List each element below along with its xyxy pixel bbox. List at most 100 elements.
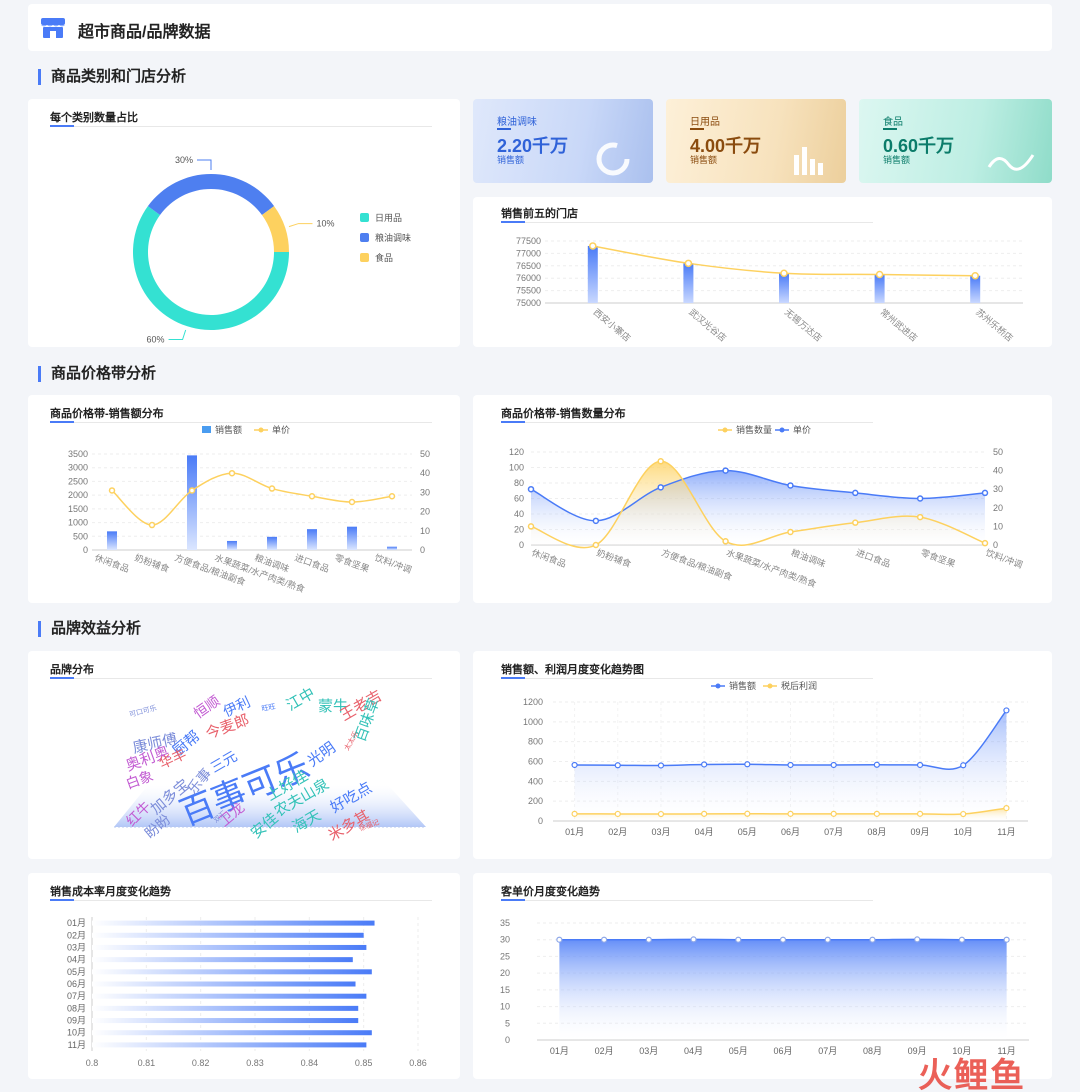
point <box>916 513 924 521</box>
y-tick-label: 100 <box>509 463 524 473</box>
area-fill <box>559 939 1007 1040</box>
price-qty-chart: 销售数量 单价 0 20 40 60 80 100 120 0 10 20 30 40 50 休闲食品 奶粉辅食… <box>509 424 1024 589</box>
bar <box>92 944 367 950</box>
point <box>388 492 396 500</box>
point <box>958 936 966 943</box>
kpi-label: 粮油调味 <box>497 117 537 128</box>
x-tick-label: 常州武进店 <box>878 306 920 343</box>
donut-label: 60% <box>147 334 165 344</box>
donut-label: 10% <box>316 219 334 229</box>
page-title: 超市商品/品牌数据 <box>78 24 211 41</box>
bar <box>92 1018 359 1024</box>
kpi-card-daily-goods[interactable]: 日用品 4.00千万 销售额 <box>666 99 846 183</box>
legend-item[interactable]: 食品 <box>360 251 411 264</box>
point <box>787 761 794 769</box>
card-title: 商品价格带-销售额分布 <box>50 408 164 420</box>
bar <box>587 245 598 303</box>
y-tick-label: 1200 <box>523 697 543 707</box>
point <box>869 936 876 943</box>
x-tick-label: 06月 <box>781 827 800 837</box>
y-tick-label: 11月 <box>68 1040 86 1050</box>
point <box>852 519 859 526</box>
store-icon <box>41 18 65 38</box>
legend-swatch <box>767 683 773 689</box>
y-tick-label: 01月 <box>67 918 86 928</box>
y2-tick-label: 20 <box>420 507 430 517</box>
legend-swatch <box>779 427 785 433</box>
legend-swatch <box>360 233 369 242</box>
point <box>701 810 708 817</box>
x-tick-label: 进口食品 <box>855 547 893 570</box>
bar <box>874 274 885 303</box>
bar <box>92 1030 372 1036</box>
y2-tick-label: 30 <box>420 487 430 497</box>
kpi-label: 日用品 <box>690 117 720 128</box>
x-tick-label: 04月 <box>695 827 714 837</box>
donut-label-line <box>288 223 313 228</box>
y-tick-label: 3500 <box>68 449 88 459</box>
point <box>589 242 597 250</box>
price-amount-chart: 销售额 单价 0 500 1000 1500 2000 2500 3000 3500 0 10 20 30… <box>68 424 430 594</box>
legend-item[interactable]: 粮油调味 <box>360 231 411 244</box>
x-tick-label: 饮料/冲调 <box>373 552 413 576</box>
x-tick-label: 09月 <box>908 1046 927 1056</box>
x-tick-label: 零食坚果 <box>919 547 957 570</box>
bar <box>92 957 353 963</box>
kpi-card-grain-oil[interactable]: 粮油调味 2.20千万 销售额 <box>473 99 653 183</box>
bar <box>347 526 357 550</box>
y-tick-label: 400 <box>528 776 543 786</box>
x-tick-label: 休闲食品 <box>93 552 131 575</box>
y-tick-label: 02月 <box>67 930 86 940</box>
y2-tick-label: 40 <box>420 468 430 478</box>
x-tick-label: 武汉光谷店 <box>687 306 729 343</box>
donut-slice-2 <box>261 206 289 252</box>
brand-word: 光明 <box>305 739 339 770</box>
x-tick-label: 07月 <box>818 1046 837 1056</box>
point <box>852 489 859 497</box>
legend-label: 税后利润 <box>781 680 817 691</box>
legend-label: 食品 <box>375 253 394 263</box>
point <box>916 810 924 817</box>
x-tick-label: 11月 <box>997 1046 1015 1056</box>
donut-legend: 日用品 粮油调味 食品 <box>360 211 411 271</box>
legend-item[interactable]: 日用品 <box>360 211 411 224</box>
point <box>148 521 156 529</box>
bar <box>227 540 237 550</box>
y2-tick-label: 0 <box>993 540 998 550</box>
y-tick-label: 0 <box>519 540 524 550</box>
point <box>914 936 921 943</box>
ring-icon <box>596 142 630 176</box>
point <box>527 485 535 493</box>
point <box>787 482 794 489</box>
point <box>657 762 665 769</box>
y-tick-label: 09月 <box>67 1016 86 1026</box>
point <box>308 492 316 500</box>
bar-chart-icon <box>794 147 823 175</box>
kpi-card-food[interactable]: 食品 0.60千万 销售额 <box>859 99 1052 183</box>
legend-swatch <box>360 253 369 262</box>
legend-label: 销售额 <box>729 680 756 691</box>
bar <box>187 455 197 550</box>
x-tick-label: 0.84 <box>301 1058 319 1068</box>
area-fill <box>531 461 985 548</box>
donut-slice-1 <box>147 174 275 215</box>
legend-swatch <box>258 427 264 433</box>
x-tick-label: 粮油调味 <box>790 547 828 570</box>
brand-word: 三元 <box>208 748 240 776</box>
y-tick-label: 1000 <box>523 717 543 727</box>
x-tick-label: 苏州乐桥店 <box>974 306 1016 343</box>
x-tick-label: 0.82 <box>192 1058 210 1068</box>
y-tick-label: 1500 <box>68 504 88 514</box>
legend-label: 销售额 <box>215 424 242 435</box>
sales-profit-trend-chart: 销售额 税后利润 0 200 400 600 800 1000 1200 01月 02月 03月 04月… <box>523 680 1028 837</box>
kpi-sub: 销售额 <box>690 155 718 165</box>
x-tick-label: 零食坚果 <box>333 552 371 575</box>
point <box>556 936 563 943</box>
unit-price-card: 客单价月度变化趋势 0 5 10 15 20 25 30 35 01月 02月 03月 04月 05月 0… <box>473 873 1052 1079</box>
y-tick-label: 200 <box>528 796 543 806</box>
y-tick-label: 3000 <box>68 463 88 473</box>
point <box>348 498 356 506</box>
y-tick-label: 2000 <box>68 490 88 500</box>
brand-word: 蒙牛 <box>318 698 348 715</box>
bar <box>92 1005 359 1011</box>
